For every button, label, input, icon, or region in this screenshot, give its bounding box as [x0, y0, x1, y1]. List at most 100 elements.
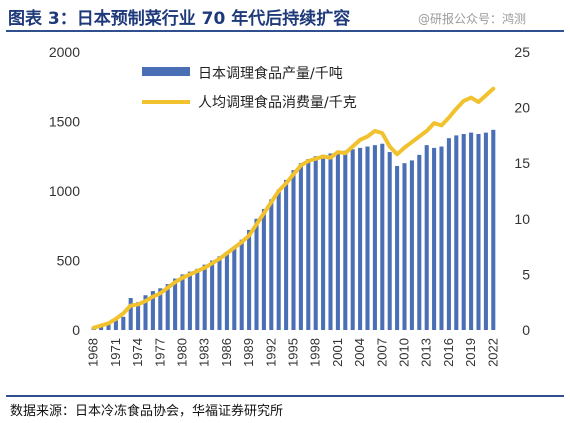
- bar: [321, 154, 326, 330]
- chart-title: 图表 3：日本预制菜行业 70 年代后持续扩容: [8, 9, 351, 29]
- bar: [417, 154, 422, 330]
- line-point: [462, 100, 465, 102]
- bar: [424, 145, 429, 330]
- line-point: [203, 266, 206, 269]
- line-point: [129, 304, 132, 307]
- top-rule: [6, 30, 564, 32]
- bar: [224, 252, 229, 330]
- bar: [380, 143, 385, 330]
- line-point: [381, 132, 384, 134]
- bar: [358, 147, 363, 330]
- bar: [187, 271, 192, 330]
- bar: [365, 146, 370, 330]
- bar: [136, 302, 141, 330]
- bar: [439, 146, 444, 330]
- line-point: [226, 252, 228, 255]
- bar: [313, 156, 318, 330]
- bar: [476, 134, 481, 330]
- bar: [128, 298, 133, 330]
- bar: [210, 260, 215, 330]
- x-tick-label: 2016: [441, 338, 456, 367]
- bar: [232, 246, 237, 330]
- x-tick-label: 2022: [485, 338, 500, 367]
- bar: [372, 145, 377, 330]
- line-point: [181, 276, 184, 279]
- legend-line-label: 人均调理食品消费量/千克: [198, 94, 357, 111]
- bar: [202, 264, 207, 330]
- line-point: [492, 87, 495, 90]
- line-point: [285, 182, 287, 185]
- x-tick-label: 2013: [419, 338, 434, 367]
- y-right-tick-label: 10: [514, 211, 530, 227]
- line-point: [425, 130, 428, 132]
- bar: [143, 295, 148, 330]
- bar: [491, 129, 496, 330]
- line-point: [144, 300, 147, 302]
- bar: [158, 288, 163, 330]
- line-point: [122, 312, 125, 315]
- bar: [469, 132, 474, 330]
- bar: [298, 163, 303, 330]
- line-point: [344, 152, 347, 154]
- line-point: [218, 258, 221, 260]
- bar: [173, 278, 178, 330]
- x-tick-label: 1974: [130, 338, 145, 367]
- y-left-tick-label: 1000: [49, 183, 80, 199]
- x-tick-label: 2010: [397, 338, 412, 367]
- x-tick-label: 1989: [241, 338, 256, 367]
- watermark: @研报公众号：鸿测: [418, 12, 527, 26]
- line-point: [322, 155, 324, 158]
- x-tick-label: 1971: [108, 338, 123, 367]
- line-point: [388, 145, 391, 148]
- bar: [254, 218, 259, 330]
- line-point: [174, 281, 176, 283]
- x-tick-label: 2007: [374, 338, 389, 367]
- line-point: [240, 241, 243, 243]
- line-point: [107, 322, 110, 325]
- bar: [195, 268, 200, 330]
- x-tick-label: 1968: [86, 338, 101, 367]
- line-point: [374, 130, 376, 132]
- line-point: [337, 151, 339, 153]
- legend: 日本调理食品产量/千吨 人均调理食品消费量/千克: [142, 65, 357, 111]
- x-tick-label: 1995: [286, 338, 301, 367]
- line-point: [433, 122, 435, 124]
- line-point: [411, 141, 413, 143]
- line-point: [403, 146, 406, 149]
- bar: [461, 134, 466, 330]
- bar: [291, 170, 296, 330]
- bar: [150, 291, 155, 330]
- bar: [217, 256, 222, 330]
- y-left-tick-label: 2000: [49, 44, 80, 60]
- bar: [261, 209, 266, 330]
- line-point: [270, 201, 273, 203]
- line-point: [263, 212, 265, 215]
- x-tick-label: 2001: [330, 338, 345, 367]
- bar: [395, 165, 400, 330]
- y-right-tick-label: 0: [522, 322, 530, 338]
- line-point: [329, 156, 332, 159]
- line-point: [359, 139, 361, 141]
- right-axis-ticks: 0 5 10 15 20 25: [514, 44, 530, 338]
- line-point: [448, 116, 450, 119]
- x-tick-label: 1983: [197, 338, 212, 367]
- line-point: [300, 164, 302, 167]
- line-point: [137, 303, 139, 306]
- line-point: [396, 153, 398, 156]
- line-point: [307, 160, 310, 162]
- line-point: [477, 101, 480, 103]
- bar: [454, 135, 459, 330]
- line-point: [100, 324, 102, 327]
- bar: [121, 316, 126, 330]
- line-point: [440, 124, 443, 127]
- line-point: [277, 190, 280, 192]
- line-point: [292, 173, 295, 176]
- bar: [165, 284, 170, 330]
- x-tick-label: 1986: [219, 338, 234, 367]
- bar: [350, 149, 355, 330]
- line-point: [314, 157, 317, 160]
- line-point: [115, 318, 117, 320]
- left-axis-ticks: 0 500 1000 1500 2000: [49, 44, 80, 338]
- line-point: [470, 96, 472, 99]
